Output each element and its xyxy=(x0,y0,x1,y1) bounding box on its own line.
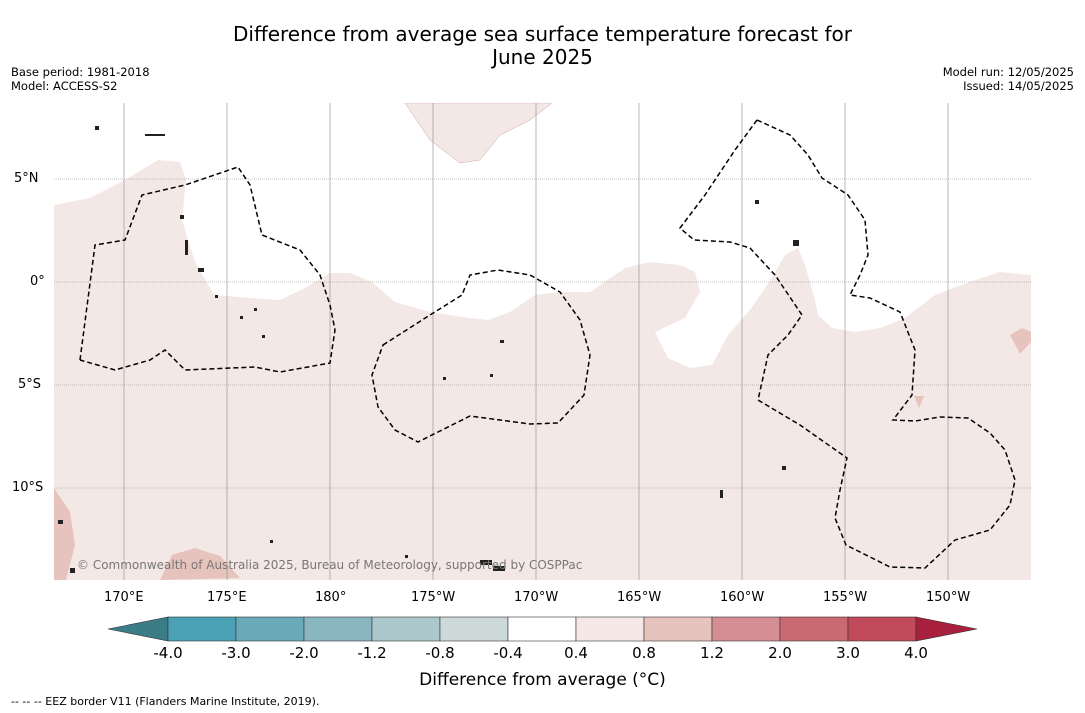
lon-label-175e: 175°E xyxy=(207,590,247,605)
colorbar-tick-label: 1.2 xyxy=(700,644,724,662)
map-gridlines xyxy=(54,103,1031,580)
right-info: Model run: 12/05/2025 Issued: 14/05/2025 xyxy=(943,65,1074,93)
warm-patch-east-small xyxy=(914,396,924,408)
colorbar-tick-label: 2.0 xyxy=(768,644,792,662)
left-info: Base period: 1981-2018 Model: ACCESS-S2 xyxy=(11,65,150,93)
base-period-text: Base period: 1981-2018 xyxy=(11,65,150,79)
colorbar-tick-label: -0.8 xyxy=(425,644,455,662)
footnote: -- -- -- EEZ border V11 (Flanders Marine… xyxy=(11,695,320,708)
copyright-text: © Commonwealth of Australia 2025, Bureau… xyxy=(77,558,583,572)
eez-borders xyxy=(79,119,1016,569)
colorbar-arrow-high xyxy=(915,616,978,642)
colorbar-segment xyxy=(711,616,781,642)
eez-border-kiribati-line xyxy=(678,119,1016,569)
lon-label-170e: 170°E xyxy=(104,590,144,605)
colorbar-tick-label: 3.0 xyxy=(836,644,860,662)
model-text: Model: ACCESS-S2 xyxy=(11,79,118,93)
lat-label-10s: 10°S xyxy=(12,480,44,495)
lat-label-5s: 5°S xyxy=(18,377,42,392)
lon-label-155w: 155°W xyxy=(823,590,868,605)
warm-patch-south xyxy=(160,548,240,580)
colorbar-tick-label: 0.4 xyxy=(564,644,588,662)
neutral-region-west xyxy=(54,103,1031,368)
lon-label-170w: 170°W xyxy=(514,590,559,605)
model-run-text: Model run: 12/05/2025 xyxy=(942,65,1074,79)
colorbar-arrow-low xyxy=(107,616,169,642)
lon-label-160w: 160°W xyxy=(720,590,765,605)
title-line-1: Difference from average sea surface temp… xyxy=(232,22,852,46)
title-line-2: June 2025 xyxy=(492,45,593,69)
map-area xyxy=(54,103,1031,580)
lon-label-150w: 150°W xyxy=(926,590,971,605)
colorbar-segment xyxy=(235,616,305,642)
colorbar-tick-label: 4.0 xyxy=(904,644,928,662)
colorbar-tick-label: -2.0 xyxy=(289,644,319,662)
colorbar-segment xyxy=(507,616,577,642)
colorbar-tick-label: -3.0 xyxy=(221,644,251,662)
colorbar-tick-label: -0.4 xyxy=(493,644,523,662)
colorbar-segment xyxy=(371,616,441,642)
warm-patch-east xyxy=(1010,328,1031,354)
colorbar-tick-label: -1.2 xyxy=(357,644,387,662)
colorbar xyxy=(107,616,978,642)
lat-label-5n: 5°N xyxy=(14,171,39,186)
islands xyxy=(58,126,799,573)
colorbar-tick-label: -4.0 xyxy=(153,644,183,662)
colorbar-segment xyxy=(575,616,645,642)
colorbar-segment xyxy=(439,616,509,642)
issued-text: Issued: 14/05/2025 xyxy=(963,79,1074,93)
colorbar-segment xyxy=(167,616,237,642)
warm-patch-southwest xyxy=(54,488,75,580)
warm-patch-north xyxy=(404,103,553,164)
lon-label-165w: 165°W xyxy=(617,590,662,605)
lon-label-175w: 175°W xyxy=(411,590,456,605)
eez-border-kiribati-phoenix xyxy=(371,269,591,443)
colorbar-title: Difference from average (°C) xyxy=(419,670,666,690)
eez-border-kiribati-gilbert xyxy=(79,166,336,373)
lon-label-180: 180° xyxy=(315,590,347,605)
colorbar-segment xyxy=(643,616,713,642)
lat-label-0: 0° xyxy=(30,274,45,289)
colorbar-segment xyxy=(847,616,917,642)
colorbar-tick-label: 0.8 xyxy=(632,644,656,662)
colorbar-segment xyxy=(303,616,373,642)
colorbar-segment xyxy=(779,616,849,642)
